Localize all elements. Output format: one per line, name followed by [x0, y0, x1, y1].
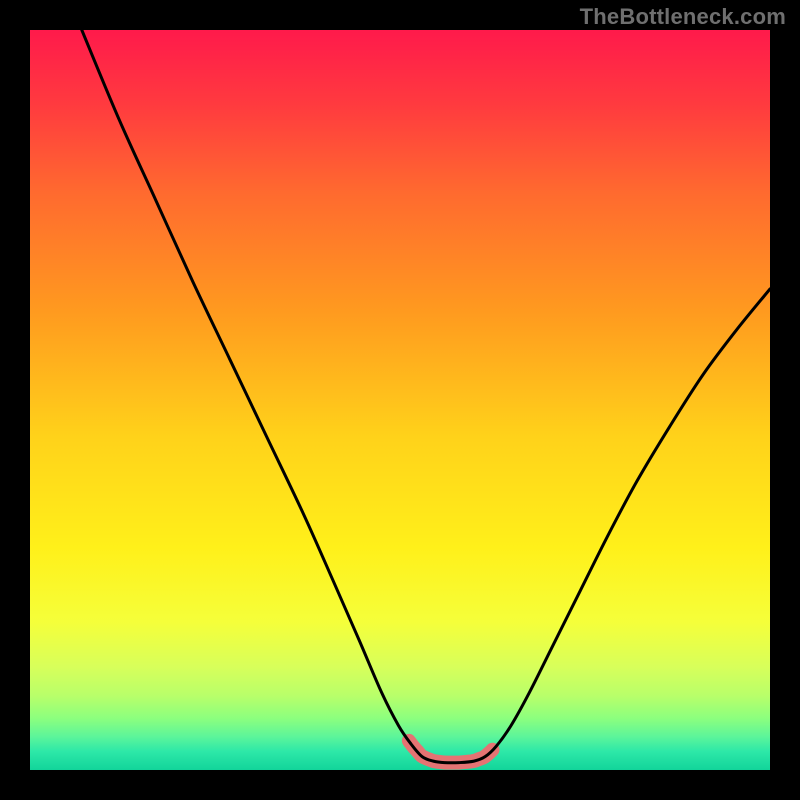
- watermark-text: TheBottleneck.com: [580, 4, 786, 30]
- bottleneck-curve-plot: [30, 30, 770, 770]
- chart-frame: TheBottleneck.com: [0, 0, 800, 800]
- gradient-background: [30, 30, 770, 770]
